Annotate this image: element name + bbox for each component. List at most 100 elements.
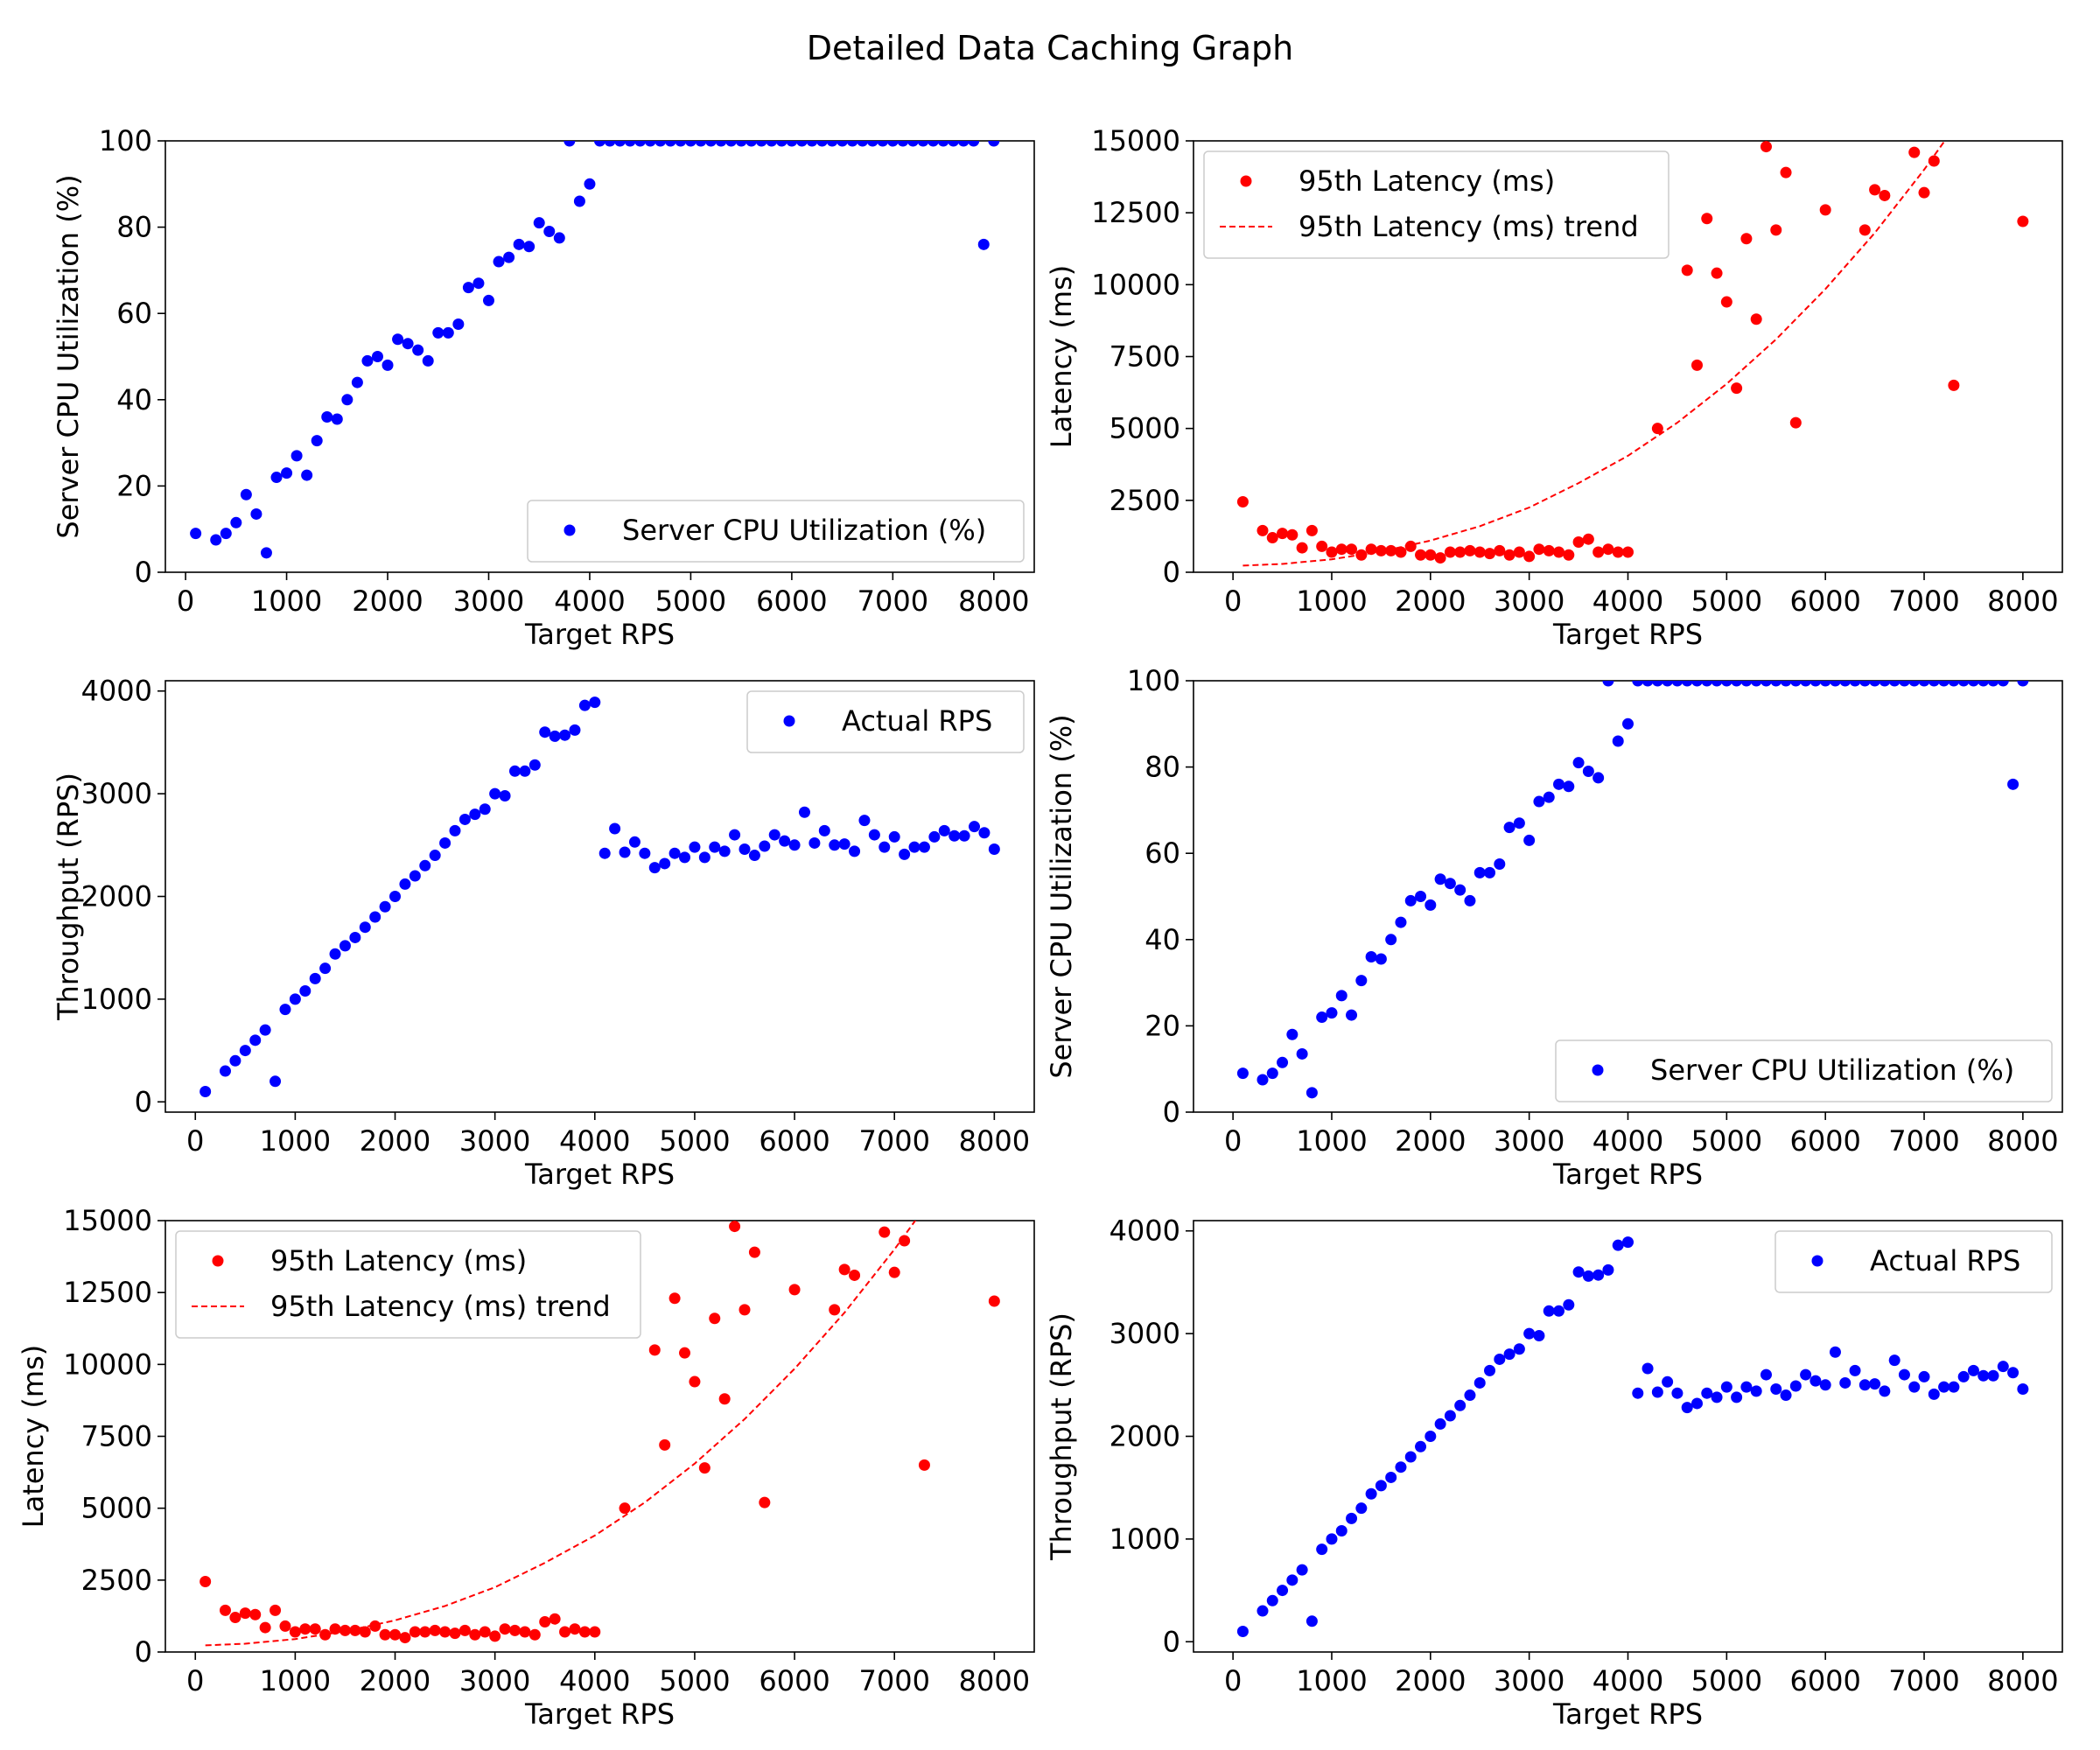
data-point bbox=[634, 141, 647, 147]
y-tick-label: 60 bbox=[116, 297, 152, 330]
data-point bbox=[858, 815, 871, 827]
data-point bbox=[1839, 681, 1852, 687]
x-tick-label: 7000 bbox=[858, 1664, 929, 1698]
data-point bbox=[1632, 1387, 1644, 1399]
data-point bbox=[628, 836, 640, 848]
data-point bbox=[826, 141, 838, 147]
data-point bbox=[1918, 186, 1930, 199]
data-point bbox=[768, 829, 780, 841]
x-axis-label: Target RPS bbox=[524, 1158, 675, 1191]
data-point bbox=[1424, 1431, 1437, 1442]
data-point bbox=[240, 488, 252, 500]
x-tick-label: 2000 bbox=[360, 1664, 430, 1698]
data-point bbox=[479, 803, 491, 816]
data-point bbox=[1829, 681, 1841, 687]
data-point bbox=[359, 921, 371, 934]
legend: 95th Latency (ms) 95th Latency (ms) trend bbox=[1203, 150, 1670, 259]
data-point bbox=[1740, 681, 1753, 687]
data-point bbox=[1720, 1381, 1732, 1393]
legend-label: 95th Latency (ms) trend bbox=[1298, 210, 1639, 243]
data-point bbox=[1286, 528, 1298, 541]
data-point bbox=[389, 891, 402, 902]
data-point bbox=[816, 141, 829, 147]
data-point bbox=[584, 178, 596, 190]
data-point bbox=[1948, 1381, 1960, 1393]
data-point bbox=[419, 1626, 431, 1638]
data-point bbox=[1849, 1364, 1861, 1376]
data-point bbox=[1879, 189, 1891, 201]
x-tick-label: 0 bbox=[1224, 1664, 1242, 1698]
data-point bbox=[1533, 795, 1545, 808]
plot-area bbox=[200, 696, 1000, 1098]
data-point bbox=[988, 844, 1000, 856]
data-point bbox=[573, 195, 585, 207]
data-point bbox=[1622, 546, 1634, 558]
x-tick-label: 4000 bbox=[559, 1664, 630, 1698]
data-point bbox=[1365, 951, 1377, 963]
x-tick-label: 4000 bbox=[1592, 1664, 1663, 1698]
data-point bbox=[270, 472, 283, 484]
data-point bbox=[489, 788, 501, 800]
data-point bbox=[2017, 1383, 2029, 1396]
data-point bbox=[1316, 1012, 1328, 1024]
data-point bbox=[281, 467, 293, 480]
data-point bbox=[1869, 184, 1881, 196]
data-point bbox=[1602, 681, 1614, 687]
data-point bbox=[766, 141, 778, 147]
data-point bbox=[429, 850, 441, 862]
data-point bbox=[1602, 1264, 1614, 1276]
data-point bbox=[379, 900, 391, 913]
y-axis-label: Server CPU Utilization (%) bbox=[1045, 714, 1078, 1078]
data-point bbox=[788, 1284, 801, 1296]
data-point bbox=[1404, 540, 1417, 552]
data-point bbox=[906, 141, 919, 147]
data-point bbox=[289, 993, 301, 1005]
data-point bbox=[1740, 233, 1753, 245]
data-point bbox=[1789, 416, 1802, 429]
data-point bbox=[718, 845, 731, 858]
data-point bbox=[409, 1626, 421, 1638]
data-point bbox=[1533, 543, 1545, 556]
data-point bbox=[309, 972, 321, 984]
data-point bbox=[331, 413, 343, 425]
data-point bbox=[1454, 884, 1466, 896]
data-point bbox=[1690, 681, 1703, 687]
data-point bbox=[1928, 681, 1940, 687]
x-tick-label: 6000 bbox=[759, 1124, 830, 1158]
data-point bbox=[619, 1502, 631, 1515]
data-point bbox=[1622, 718, 1634, 730]
data-point bbox=[1385, 544, 1397, 556]
legend-marker bbox=[1240, 175, 1252, 187]
data-point bbox=[469, 1628, 481, 1641]
data-point bbox=[1829, 1346, 1841, 1358]
data-point bbox=[1335, 990, 1348, 1002]
data-point bbox=[1760, 681, 1772, 687]
data-point bbox=[1523, 1327, 1536, 1340]
data-point bbox=[578, 699, 591, 711]
data-point bbox=[886, 141, 899, 147]
x-tick-label: 8000 bbox=[959, 1124, 1030, 1158]
data-point bbox=[1908, 146, 1921, 158]
data-point bbox=[249, 1034, 262, 1046]
data-point bbox=[698, 1462, 710, 1474]
y-tick-label: 10000 bbox=[1091, 268, 1180, 301]
data-point bbox=[402, 338, 414, 350]
data-point bbox=[1642, 681, 1654, 687]
data-point bbox=[1582, 1270, 1594, 1282]
data-point bbox=[604, 141, 616, 147]
data-point bbox=[1720, 296, 1732, 308]
data-point bbox=[1543, 1305, 1555, 1317]
data-point bbox=[1474, 1376, 1486, 1389]
data-point bbox=[1898, 1368, 1910, 1381]
data-point bbox=[1306, 1087, 1318, 1099]
data-point bbox=[250, 508, 262, 520]
legend: Actual RPS bbox=[1774, 1230, 2053, 1293]
data-point bbox=[759, 1496, 771, 1508]
data-point bbox=[200, 1086, 212, 1098]
data-point bbox=[1879, 1385, 1891, 1397]
y-tick-label: 80 bbox=[116, 211, 152, 244]
trend-line bbox=[205, 1221, 917, 1647]
data-point bbox=[1701, 1387, 1713, 1399]
data-point bbox=[1572, 1266, 1585, 1278]
data-point bbox=[1898, 681, 1910, 687]
